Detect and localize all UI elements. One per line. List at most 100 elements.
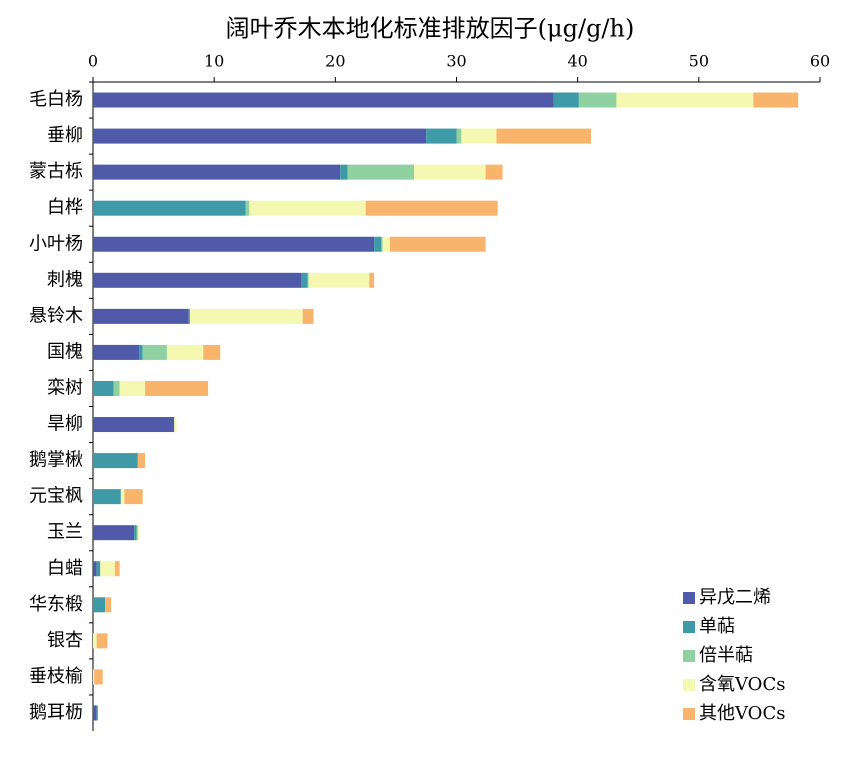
bar-segment <box>105 597 112 613</box>
bar-segment <box>389 236 486 252</box>
y-tick-label: 毛白杨 <box>29 89 83 110</box>
bar-segment <box>93 272 302 288</box>
y-tick-label: 银杏 <box>47 630 83 651</box>
y-tick-label: 玉兰 <box>47 522 83 543</box>
legend-label: 单萜 <box>699 616 735 637</box>
y-tick-label: 元宝枫 <box>29 486 83 507</box>
bar-segment <box>616 92 754 108</box>
bar-segment <box>456 128 462 144</box>
y-tick-label: 小叶杨 <box>29 233 83 254</box>
y-tick-label: 白蜡 <box>47 558 83 579</box>
y-tick-label: 白桦 <box>47 197 83 218</box>
y-tick-label: 悬铃木 <box>29 305 83 326</box>
bar-segment <box>307 272 309 288</box>
bar-segment <box>93 669 95 685</box>
legend-swatch <box>683 592 695 604</box>
bar-segment <box>365 200 498 216</box>
bar-segment <box>113 380 120 396</box>
bar-segment <box>93 380 114 396</box>
y-tick-label: 栾树 <box>47 377 83 398</box>
x-tick-label: 30 <box>446 52 466 71</box>
bar-segment <box>114 561 120 577</box>
bar-segment <box>137 525 140 541</box>
bar-segment <box>188 308 190 324</box>
legend-label: 倍半萜 <box>699 645 753 666</box>
bar-segment <box>136 525 138 541</box>
bar-segment <box>245 200 250 216</box>
bar-segment <box>94 669 103 685</box>
bar-segment <box>382 236 390 252</box>
bar-segment <box>145 380 209 396</box>
y-tick-label: 垂柳 <box>47 125 83 146</box>
y-tick-label: 国槐 <box>47 341 83 362</box>
bar-segment <box>96 705 98 721</box>
bar-segment <box>302 308 314 324</box>
bar-segment <box>93 633 97 649</box>
bar-segment <box>96 561 101 577</box>
bar-segment <box>461 128 497 144</box>
legend-swatch <box>683 621 695 633</box>
bar-segment <box>381 236 383 252</box>
legend-swatch <box>683 679 695 691</box>
bar-segment <box>96 633 108 649</box>
bar-segment <box>203 344 221 360</box>
bar-segment <box>93 344 140 360</box>
bar-segment <box>93 200 246 216</box>
bar-segment <box>578 92 617 108</box>
bar-segment <box>496 128 591 144</box>
legend-label: 含氧VOCs <box>699 674 785 695</box>
bar-segment <box>93 128 427 144</box>
bar-segment <box>120 489 125 505</box>
bar-segment <box>369 272 375 288</box>
bar-segment <box>553 92 579 108</box>
legend-label: 异戊二烯 <box>699 587 771 608</box>
y-tick-label: 旱柳 <box>47 414 83 435</box>
legend-swatch <box>683 650 695 662</box>
bar-segment <box>374 236 382 252</box>
y-tick-label: 鹅耳枥 <box>29 702 83 723</box>
y-tick-label: 华东椴 <box>29 594 83 615</box>
bar-segment <box>139 344 143 360</box>
bar-segment <box>142 344 167 360</box>
chart-title: 阔叶乔木本地化标准排放因子(μg/g/h) <box>226 15 635 43</box>
bar-segment <box>189 308 303 324</box>
bar-segment <box>93 308 189 324</box>
bar-segment <box>93 705 97 721</box>
bar-segment <box>93 561 97 577</box>
bar-segment <box>93 489 121 505</box>
x-tick-label: 60 <box>810 52 830 71</box>
bar-segment <box>414 164 486 180</box>
bar-segment <box>134 525 137 541</box>
bar-segment <box>485 164 503 180</box>
bar-segment <box>301 272 308 288</box>
bar-segment <box>166 344 204 360</box>
legend-swatch <box>683 708 695 720</box>
x-tick-label: 0 <box>88 52 98 71</box>
bar-segment <box>93 417 175 433</box>
bar-segment <box>340 164 348 180</box>
bar-segment <box>93 453 138 469</box>
x-tick-label: 10 <box>204 52 224 71</box>
bar-segment <box>249 200 366 216</box>
x-tick-label: 40 <box>567 52 587 71</box>
bar-segment <box>119 380 146 396</box>
bar-segment <box>347 164 415 180</box>
bar-segment <box>174 417 177 433</box>
x-tick-label: 50 <box>689 52 709 71</box>
x-tick-label: 20 <box>325 52 345 71</box>
y-tick-label: 垂枝榆 <box>29 666 83 687</box>
bar-segment <box>93 597 106 613</box>
bar-segment <box>124 489 143 505</box>
bar-segment <box>137 453 146 469</box>
bar-segment <box>93 236 375 252</box>
bar-segment <box>93 92 554 108</box>
bar-segment <box>93 164 341 180</box>
bar-segment <box>308 272 370 288</box>
bar-segment <box>426 128 457 144</box>
y-tick-label: 鹅掌楸 <box>29 450 83 471</box>
bar-segment <box>100 561 115 577</box>
y-tick-label: 蒙古栎 <box>29 161 83 182</box>
bar-segment <box>753 92 799 108</box>
legend-label: 其他VOCs <box>699 703 785 724</box>
